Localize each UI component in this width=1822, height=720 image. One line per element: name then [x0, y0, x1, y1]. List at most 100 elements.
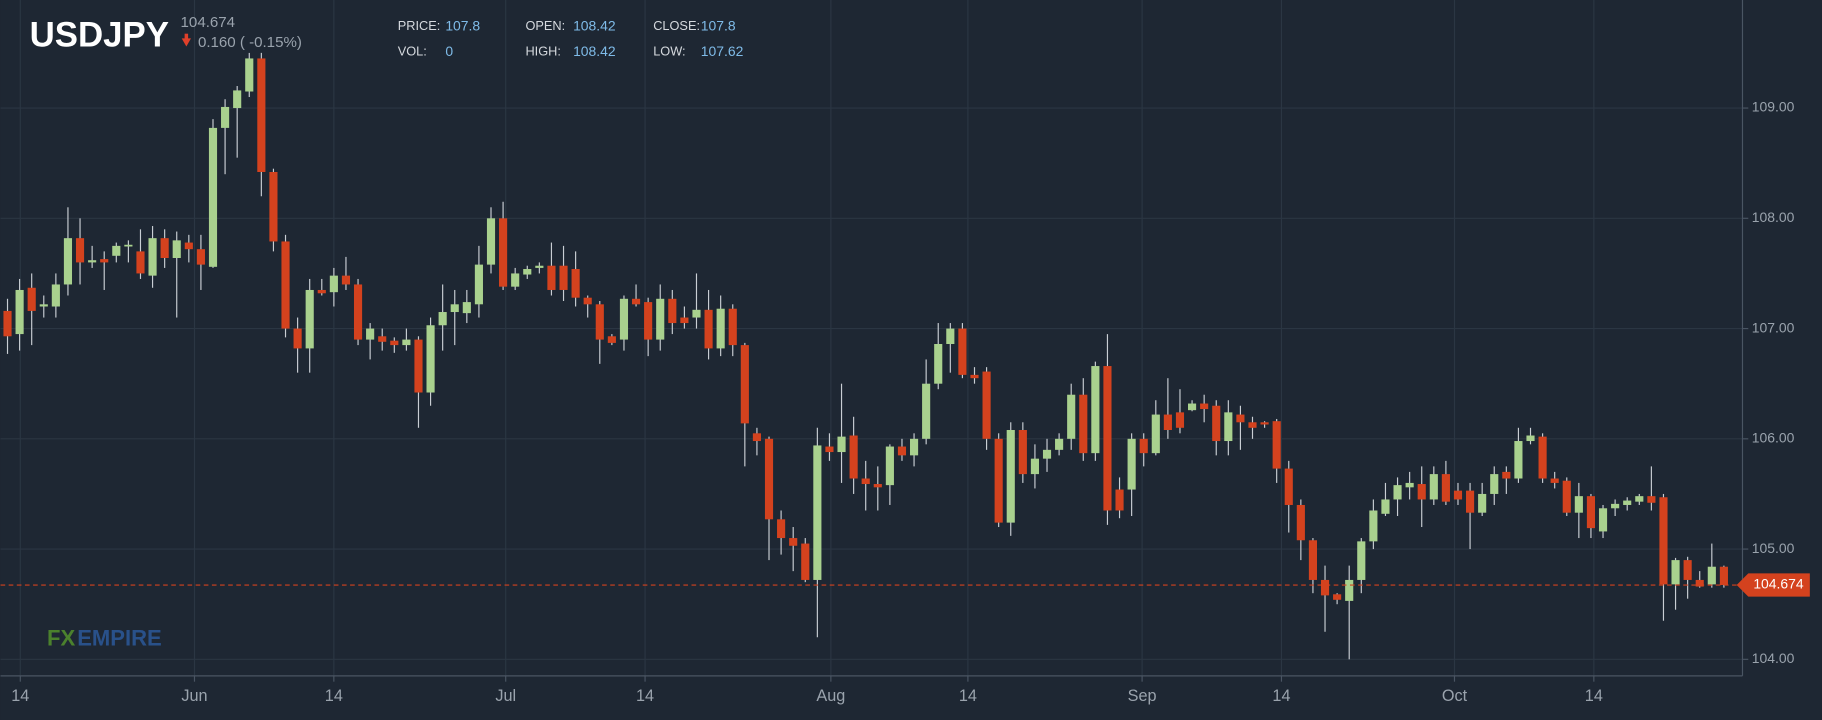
- y-tick-label: 104.00: [1752, 650, 1795, 666]
- candle-body: [1163, 414, 1172, 430]
- candle-body: [1429, 474, 1438, 500]
- candle-body: [1417, 484, 1426, 500]
- candle-body: [450, 304, 459, 313]
- candle-body: [571, 269, 580, 298]
- candle-body: [668, 298, 677, 324]
- candle-body: [63, 238, 73, 285]
- candle-body: [1175, 412, 1185, 428]
- candle-body: [293, 328, 302, 349]
- candle-body: [523, 269, 532, 275]
- x-tick-label: 14: [636, 687, 654, 705]
- info-value: 107.62: [701, 43, 744, 59]
- candle-body: [1296, 504, 1305, 541]
- symbol-title: USDJPY: [30, 15, 169, 54]
- x-tick-label: 14: [325, 687, 343, 705]
- candle-body: [1441, 474, 1450, 502]
- candle-body: [1695, 579, 1704, 587]
- candle-body: [1514, 441, 1523, 479]
- candle-body: [414, 339, 423, 393]
- grid: 104.00 105.00 106.00 107.00 108.00 109.00 14 Ju…: [0, 0, 1795, 705]
- candle-body: [1611, 503, 1620, 509]
- candle-body: [402, 339, 411, 346]
- candle-body: [1091, 366, 1100, 454]
- candle-body: [1345, 579, 1354, 601]
- candle-body: [873, 484, 882, 488]
- candle-body: [378, 336, 387, 342]
- candle-body: [1453, 490, 1463, 500]
- candle-body: [1067, 394, 1076, 439]
- candle-body: [257, 58, 266, 172]
- price-tag-label: 104.674: [1753, 576, 1804, 592]
- candle-body: [1079, 394, 1088, 454]
- candle-body: [1284, 468, 1293, 505]
- candle-body: [208, 127, 218, 267]
- price-change: 0.160 ( -0.15%): [198, 34, 302, 51]
- candle-body: [245, 58, 254, 92]
- candle-body: [994, 438, 1003, 523]
- candle-body: [27, 287, 36, 311]
- candle-body: [1647, 496, 1656, 503]
- candle-body: [789, 538, 798, 546]
- x-tick-label: 14: [959, 687, 977, 705]
- candle-body: [1623, 500, 1632, 505]
- candle-body: [160, 238, 169, 258]
- info-label: HIGH:: [525, 44, 560, 59]
- candle-body: [269, 171, 278, 242]
- candle-body: [136, 251, 145, 274]
- y-tick-label: 109.00: [1752, 99, 1795, 115]
- candle-body: [233, 90, 242, 109]
- candle-body: [583, 297, 592, 305]
- candle-body: [535, 265, 544, 268]
- y-tick-label: 106.00: [1752, 430, 1795, 446]
- info-value: 108.42: [573, 43, 616, 59]
- candle-body: [88, 260, 97, 263]
- x-tick-label: Aug: [816, 687, 845, 705]
- candle-body: [486, 218, 496, 265]
- x-tick-label: 14: [1585, 687, 1603, 705]
- y-tick-label: 108.00: [1752, 209, 1795, 225]
- candle-body: [1018, 429, 1027, 475]
- x-tick-label: 14: [1272, 687, 1290, 705]
- candle-body: [849, 435, 858, 479]
- candle-body: [1127, 438, 1136, 490]
- candle-body: [100, 259, 109, 263]
- x-tick-label: Jun: [181, 687, 207, 705]
- candle-body: [353, 284, 363, 340]
- candle-body: [1671, 560, 1680, 585]
- candle-body: [511, 273, 520, 287]
- candle-body: [559, 265, 568, 290]
- candle-body: [1490, 474, 1499, 494]
- x-tick-label: Oct: [1442, 687, 1468, 705]
- candle-body: [1188, 403, 1197, 411]
- candle-body: [1308, 540, 1318, 580]
- candle-body: [1538, 436, 1547, 479]
- candle-body: [922, 383, 931, 439]
- info-value: 0: [445, 43, 453, 59]
- down-arrow: [181, 38, 191, 47]
- candle-body: [801, 543, 810, 580]
- candle-body: [1260, 422, 1269, 425]
- candle-body: [909, 438, 919, 456]
- candle-body: [1550, 478, 1559, 483]
- watermark: EMPIRE: [77, 626, 162, 651]
- watermark: FX: [47, 626, 75, 651]
- candle-body: [1055, 438, 1064, 450]
- x-tick-label: Jul: [495, 687, 516, 705]
- candle-body: [728, 308, 737, 346]
- candle-body: [1333, 594, 1342, 600]
- candle-body: [1320, 579, 1330, 596]
- candle-body: [595, 304, 604, 340]
- candle-body: [281, 241, 290, 329]
- y-tick-label: 107.00: [1752, 319, 1795, 335]
- candle-body: [607, 336, 616, 343]
- candle-body: [740, 345, 749, 424]
- candle-body: [75, 238, 85, 263]
- candle-body: [341, 275, 351, 285]
- candle-body: [317, 289, 326, 294]
- candle-body: [1586, 496, 1596, 529]
- candle-body: [474, 264, 483, 305]
- candle-body: [1598, 508, 1608, 532]
- candle-body: [1659, 497, 1668, 585]
